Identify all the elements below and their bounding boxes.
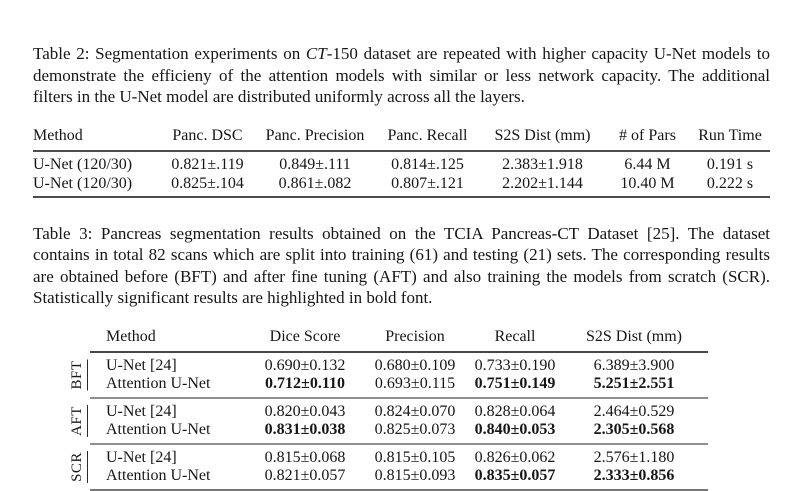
value-cell: 0.680±0.109 [374,356,456,374]
value-cell: 2.333±0.856 [560,466,708,491]
value-cell: 0.815±0.068 [264,448,346,466]
value-cell: 5.251±2.551 [560,374,708,399]
value-cell: 0.821±.119 [171,155,244,173]
value-cell: 0.814±.125 [391,155,464,173]
value-cell: 0.861±.082 [255,173,375,198]
value-cell: 6.44 M [624,155,671,173]
value-cell: 0.693±0.115 [360,374,470,399]
table2-col-panc-recall: Panc. Recall [375,124,480,152]
value-cell: 0.191 s [706,155,754,173]
table-row: Attention U-Net 0.821±0.057 0.815±0.093 … [66,466,708,491]
method-cell: U-Net (120/30) [33,173,160,198]
table2-caption-italic-term: CT [305,44,327,63]
value-cell: 2.202±1.144 [480,173,605,198]
table3-col-s2s-dist: S2S Dist (mm) [560,325,708,353]
value-cell: 0.815±0.093 [360,466,470,491]
table2-col-panc-dsc: Panc. DSC [160,124,255,152]
table3-caption: Table 3: Pancreas segmentation results o… [33,223,770,308]
table-row: U-Net (120/30) 0.821±.119 0.849±.111 0.8… [33,151,770,174]
table2-col-run-time: Run Time [690,124,770,152]
table-row: BFT U-Net [24] 0.690±0.132 0.680±0.109 0… [66,352,708,391]
value-cell: 0.821±0.057 [250,466,360,491]
table-row: Attention U-Net 0.831±0.038 0.825±0.073 … [66,420,708,445]
value-cell: 0.831±0.038 [250,420,360,445]
value-cell: 0.751±0.149 [470,374,560,399]
value-cell: 0.815±0.105 [374,448,456,466]
method-cell: U-Net (120/30) [33,155,133,173]
table2-header-row: Method Panc. DSC Panc. Precision Panc. R… [33,124,770,152]
method-cell: U-Net [24] [106,356,177,374]
rotated-group-label: SCR [68,450,88,483]
value-cell: 2.305±0.568 [560,420,708,445]
value-cell: 0.222 s [690,173,770,198]
table-row: Attention U-Net 0.712±0.110 0.693±0.115 … [66,374,708,399]
method-cell: U-Net [24] [106,402,177,420]
table3-header-spacer [66,326,90,352]
value-cell: 0.825±.104 [160,173,255,198]
table2-caption: Table 2: Segmentation experiments on CT-… [33,43,770,108]
value-cell: 0.825±0.073 [360,420,470,445]
table-row: AFT U-Net [24] 0.820±0.043 0.824±0.070 0… [66,398,708,437]
table2-col-s2s-dist: S2S Dist (mm) [480,124,605,152]
table-row: SCR U-Net [24] 0.815±0.068 0.815±0.105 0… [66,444,708,483]
method-cell: Attention U-Net [90,420,250,445]
value-cell: 2.464±0.529 [593,402,675,420]
table2-col-method: Method [33,124,160,152]
value-cell: 0.733±0.190 [474,356,556,374]
table2-col-num-pars: # of Pars [605,124,690,152]
table3-group-bft: BFT U-Net [24] 0.690±0.132 0.680±0.109 0… [66,352,708,399]
value-cell: 0.840±0.053 [470,420,560,445]
method-cell: U-Net [24] [106,448,177,466]
value-cell: 0.820±0.043 [264,402,346,420]
table3-header-row: Method Dice Score Precision Recall S2S D… [66,325,708,353]
value-cell: 0.826±0.062 [474,448,556,466]
value-cell: 0.690±0.132 [264,356,346,374]
table2-col-panc-precision: Panc. Precision [255,124,375,152]
value-cell: 0.807±.121 [375,173,480,198]
group-label-cell: BFT [66,352,90,398]
table-row: U-Net (120/30) 0.825±.104 0.861±.082 0.8… [33,173,770,198]
table3-group-aft: AFT U-Net [24] 0.820±0.043 0.824±0.070 0… [66,398,708,445]
group-label-cell: AFT [66,398,90,444]
value-cell: 0.828±0.064 [474,402,556,420]
table3-col-dice-score: Dice Score [250,325,360,353]
method-cell: Attention U-Net [90,466,250,491]
group-label-cell: SCR [66,444,90,490]
rotated-group-label: BFT [68,358,88,391]
value-cell: 0.824±0.070 [374,402,456,420]
table2-caption-prefix: Table 2: Segmentation experiments on [33,44,306,63]
table3-group-scr: SCR U-Net [24] 0.815±0.068 0.815±0.105 0… [66,444,708,491]
table3-col-precision: Precision [360,325,470,353]
table2-caption-suffix: -150 dataset are repeated with higher ca… [33,44,770,106]
method-cell: Attention U-Net [90,374,250,399]
table-3: Method Dice Score Precision Recall S2S D… [66,325,708,491]
value-cell: 2.576±1.180 [593,448,675,466]
value-cell: 2.383±1.918 [502,155,583,173]
value-cell: 10.40 M [605,173,690,198]
table3-col-method: Method [90,325,250,353]
value-cell: 6.389±3.900 [593,356,675,374]
value-cell: 0.712±0.110 [250,374,360,399]
value-cell: 0.835±0.057 [470,466,560,491]
value-cell: 0.849±.111 [279,155,351,173]
rotated-group-label: AFT [68,404,88,437]
table3-col-recall: Recall [470,325,560,353]
table-2: Method Panc. DSC Panc. Precision Panc. R… [33,124,770,198]
